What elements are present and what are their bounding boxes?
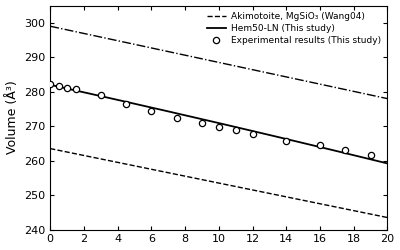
Hem50-LN (This study) <box>385 162 390 165</box>
Hem50-LN (This study) <box>332 149 337 152</box>
Experimental results (This study) <box>343 148 348 151</box>
Experimental results (This study) <box>124 102 128 105</box>
Experimental results (This study) <box>216 126 221 128</box>
Experimental results (This study) <box>318 144 322 147</box>
Hem50-LN (This study) <box>49 84 54 86</box>
Line: Experimental results (This study): Experimental results (This study) <box>47 81 374 158</box>
Hem50-LN (This study) <box>248 129 252 132</box>
Line: Hem50-LN (This study): Hem50-LN (This study) <box>50 85 387 164</box>
Experimental results (This study) <box>250 132 255 135</box>
Experimental results (This study) <box>368 154 373 157</box>
Y-axis label: Volume (Å³): Volume (Å³) <box>6 81 18 154</box>
Experimental results (This study) <box>73 88 78 90</box>
Experimental results (This study) <box>98 94 103 97</box>
Experimental results (This study) <box>56 84 61 87</box>
Legend: Akimotoite, MgSiO₃ (Wang04), Hem50-LN (This study), Experimental results (This s: Akimotoite, MgSiO₃ (Wang04), Hem50-LN (T… <box>205 10 383 47</box>
Experimental results (This study) <box>48 82 53 85</box>
Experimental results (This study) <box>284 139 289 142</box>
Hem50-LN (This study) <box>354 154 358 157</box>
Experimental results (This study) <box>65 86 70 89</box>
Experimental results (This study) <box>149 109 154 112</box>
Hem50-LN (This study) <box>248 129 253 132</box>
Hem50-LN (This study) <box>48 83 53 86</box>
Experimental results (This study) <box>233 128 238 131</box>
Hem50-LN (This study) <box>254 130 259 134</box>
Experimental results (This study) <box>200 122 204 125</box>
Experimental results (This study) <box>174 116 179 119</box>
